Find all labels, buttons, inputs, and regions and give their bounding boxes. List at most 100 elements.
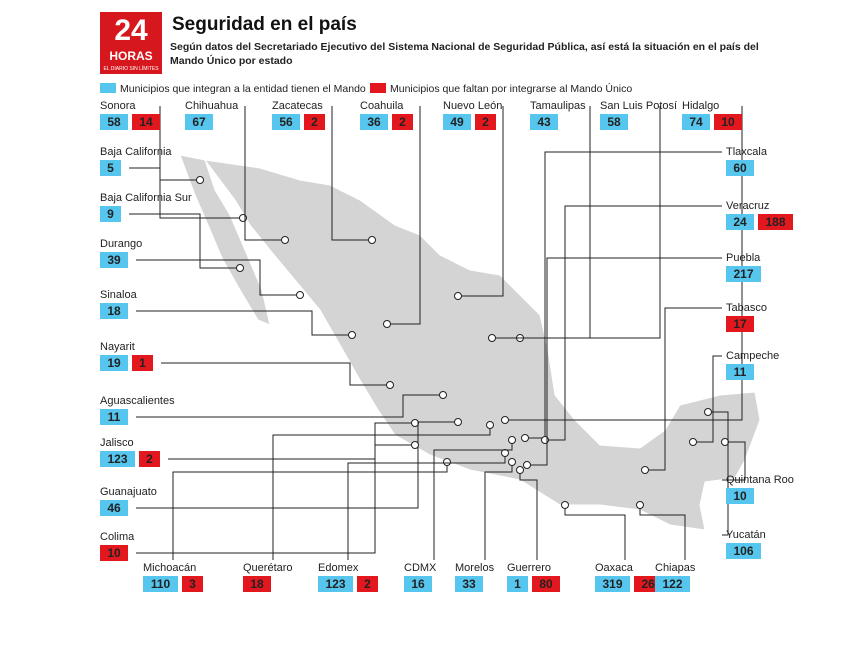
missing-box — [182, 576, 203, 592]
integrated-box — [404, 576, 432, 592]
missing-value: 18 — [250, 577, 264, 591]
integrated-value: 43 — [537, 115, 551, 129]
missing-value: 2 — [311, 115, 318, 129]
leader-line — [136, 421, 458, 509]
integrated-value: 10 — [733, 489, 747, 503]
missing-value: 2 — [399, 115, 406, 129]
missing-box — [243, 576, 271, 592]
state-point — [501, 449, 509, 457]
state-name: Edomex — [318, 562, 359, 574]
state-point — [439, 391, 447, 399]
state-point — [454, 292, 462, 300]
integrated-value: 56 — [279, 115, 293, 129]
leader-line — [458, 106, 504, 297]
map-mainland — [203, 159, 761, 531]
integrated-value: 11 — [108, 410, 121, 424]
integrated-value: 319 — [602, 577, 622, 591]
missing-value: 17 — [733, 317, 747, 331]
state-point — [348, 331, 356, 339]
integrated-value: 19 — [107, 356, 121, 370]
integrated-value: 122 — [662, 577, 682, 591]
integrated-box — [318, 576, 353, 592]
integrated-box — [507, 576, 528, 592]
integrated-box — [100, 160, 121, 176]
state-name: San Luis Potosí — [600, 100, 677, 112]
integrated-box — [100, 303, 128, 319]
state-point — [488, 334, 496, 342]
logo-text: HORAS — [109, 49, 152, 63]
leader-line — [525, 151, 722, 439]
state-name: Chihuahua — [185, 100, 239, 112]
integrated-box — [143, 576, 178, 592]
state-point — [508, 458, 516, 466]
state-name: Tamaulipas — [530, 100, 586, 112]
state-name: Querétaro — [243, 562, 293, 574]
missing-box — [714, 114, 742, 130]
integrated-box — [595, 576, 630, 592]
leader-line — [347, 453, 506, 560]
integrated-box — [726, 160, 754, 176]
title: Seguridad en el país — [172, 14, 357, 35]
integrated-box — [100, 114, 128, 130]
logo-number: 24 — [114, 14, 148, 47]
state-point — [368, 236, 376, 244]
integrated-box — [100, 409, 128, 425]
state-name: Michoacán — [143, 562, 196, 574]
integrated-value: 74 — [689, 115, 703, 129]
leader-line — [545, 205, 722, 441]
leader-line — [484, 462, 513, 560]
integrated-value: 217 — [733, 267, 753, 281]
missing-value: 10 — [721, 115, 735, 129]
integrated-box — [443, 114, 471, 130]
state-name: Nayarit — [100, 341, 135, 353]
state-point — [516, 466, 524, 474]
leader-line — [136, 259, 300, 296]
integrated-value: 49 — [450, 115, 464, 129]
state-name: Tlaxcala — [726, 146, 768, 158]
state-point — [721, 438, 729, 446]
integrated-box — [100, 206, 121, 222]
state-point — [704, 408, 712, 416]
state-point — [296, 291, 304, 299]
integrated-box — [455, 576, 483, 592]
leader-line — [639, 505, 686, 560]
integrated-value: 18 — [107, 304, 121, 318]
state-name: Oaxaca — [595, 562, 634, 574]
leader-line — [433, 440, 513, 560]
logo-tagline: EL DIARIO SIN LÍMITES — [103, 65, 159, 72]
leader-line — [331, 106, 372, 241]
leader-line — [136, 444, 415, 554]
leader-line — [244, 106, 285, 241]
missing-box — [357, 576, 378, 592]
state-name: Zacatecas — [272, 100, 323, 112]
integrated-box — [100, 451, 135, 467]
state-name: Veracruz — [726, 200, 769, 212]
integrated-box — [726, 543, 761, 559]
missing-value: 2 — [146, 452, 153, 466]
leader-line — [129, 167, 200, 181]
leader-line — [387, 106, 421, 325]
state-point — [641, 466, 649, 474]
integrated-box — [185, 114, 213, 130]
state-point — [636, 501, 644, 509]
integrated-box — [100, 252, 128, 268]
state-name: Colima — [100, 531, 135, 543]
integrated-value: 39 — [107, 253, 121, 267]
state-name: Coahuila — [360, 100, 404, 112]
state-point — [281, 236, 289, 244]
leader-line — [172, 462, 448, 560]
state-point — [501, 416, 509, 424]
state-point — [196, 176, 204, 184]
legend-label: Municipios que integran a la entidad tie… — [120, 83, 366, 95]
missing-box — [100, 545, 128, 561]
integrated-box — [726, 214, 754, 230]
legend-label: Municipios que faltan por integrarse al … — [390, 82, 632, 95]
integrated-box — [655, 576, 690, 592]
missing-value: 1 — [139, 356, 146, 370]
logo-box — [100, 12, 162, 74]
integrated-value: 46 — [107, 501, 121, 515]
state-point — [508, 436, 516, 444]
missing-box — [132, 355, 153, 371]
integrated-box — [360, 114, 388, 130]
leader-line — [129, 213, 240, 269]
